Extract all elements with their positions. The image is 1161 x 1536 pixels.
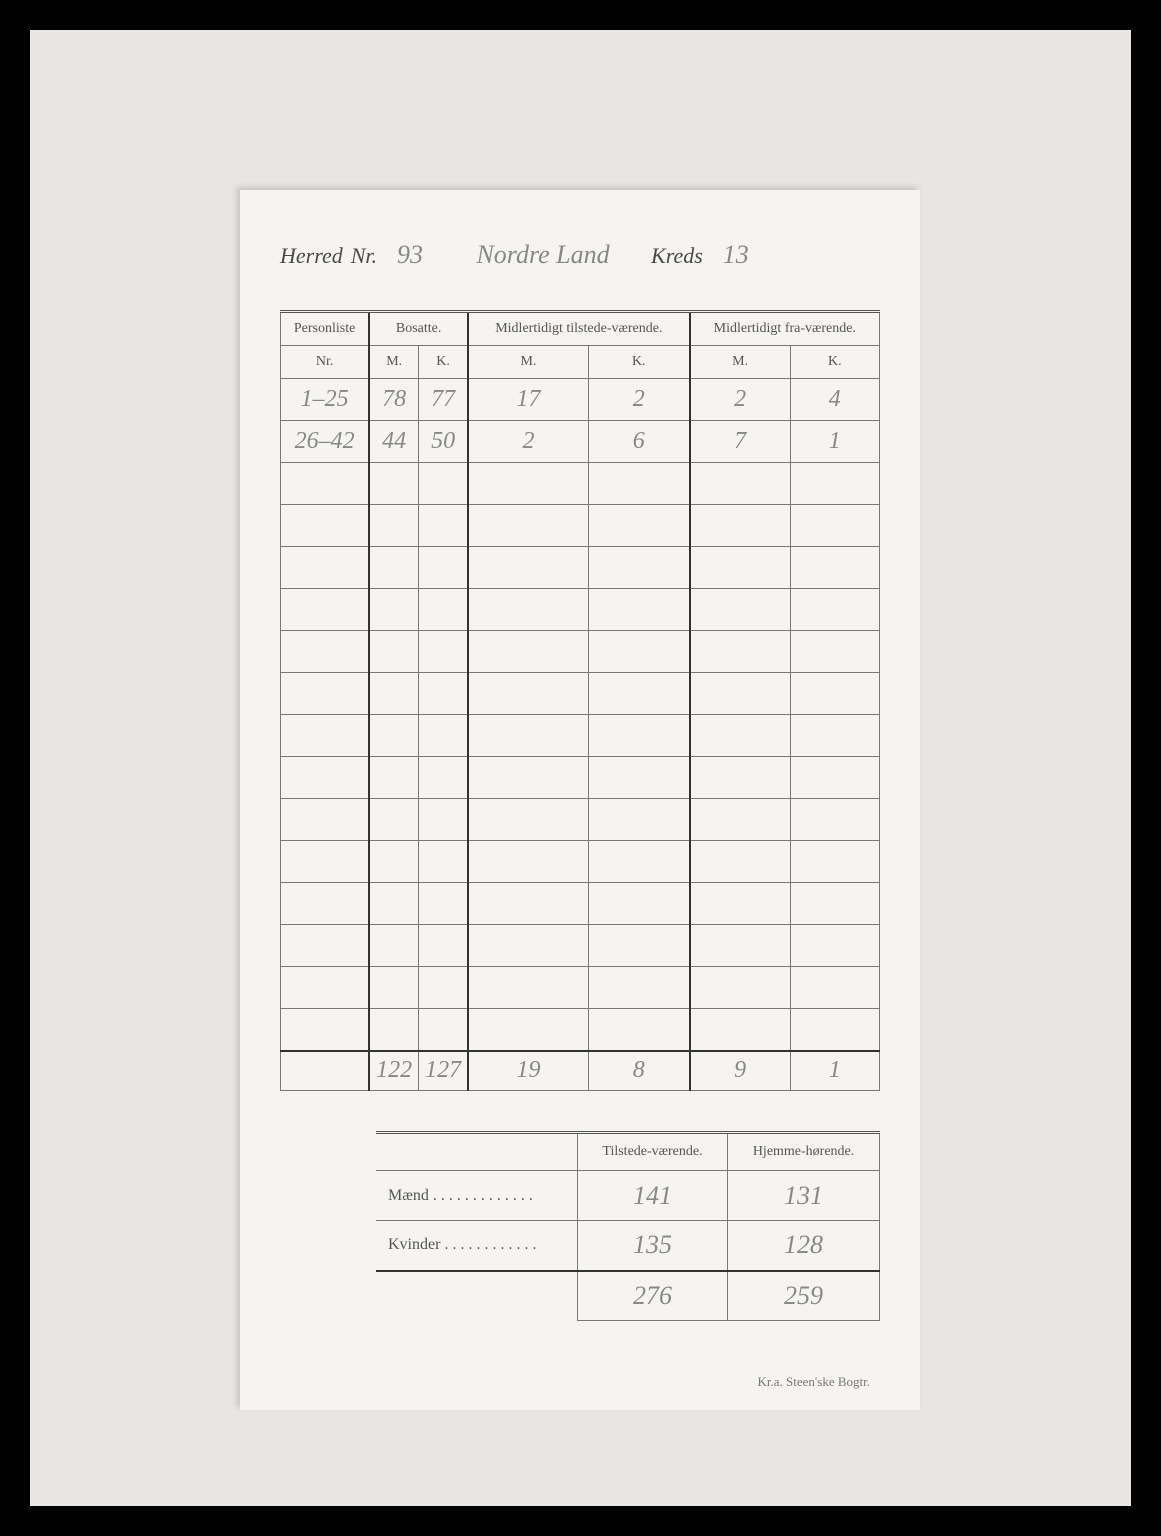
table-row: 1–25787717224 [281, 379, 880, 421]
nr-label: Nr. [351, 243, 377, 269]
col-til-k: K. [588, 346, 689, 379]
form-header: Herred Nr. 93 Nordre Land Kreds 13 [280, 240, 880, 270]
table-row [281, 547, 880, 589]
summary-table: Tilstede-værende. Hjemme-hørende. Mænd .… [376, 1131, 880, 1321]
table-row [281, 673, 880, 715]
col-fra-k: K. [790, 346, 879, 379]
table-row [281, 589, 880, 631]
kreds-number: 13 [711, 240, 761, 270]
col-nr: Nr. [281, 346, 370, 379]
table-row [281, 967, 880, 1009]
col-fra-m: M. [690, 346, 791, 379]
table-row [281, 925, 880, 967]
kvinder-tilstede: 135 [577, 1221, 727, 1271]
kvinder-hjemme: 128 [728, 1221, 880, 1271]
census-form: Herred Nr. 93 Nordre Land Kreds 13 Perso… [240, 190, 920, 1410]
table-row [281, 757, 880, 799]
col-bosatte-k: K. [419, 346, 468, 379]
main-table: Personliste Bosatte. Midlertidigt tilste… [280, 310, 880, 1091]
herred-number: 93 [385, 240, 435, 270]
table-row [281, 505, 880, 547]
herred-label: Herred [280, 243, 343, 269]
row-maend: Mænd . . . . . . . . . . . . . 141 131 [376, 1171, 880, 1221]
table-row: 26–4244502671 [281, 421, 880, 463]
table-row [281, 841, 880, 883]
col-tilstede: Tilstede-værende. [577, 1133, 727, 1171]
row-sum: 276 259 [376, 1271, 880, 1321]
table-row [281, 883, 880, 925]
col-bosatte-m: M. [369, 346, 418, 379]
maend-tilstede: 141 [577, 1171, 727, 1221]
printer-mark: Kr.a. Steen'ske Bogtr. [758, 1374, 870, 1390]
maend-hjemme: 131 [728, 1171, 880, 1221]
table-row [281, 799, 880, 841]
col-bosatte: Bosatte. [369, 312, 468, 346]
sum-tilstede: 276 [577, 1271, 727, 1321]
table-row [281, 631, 880, 673]
kreds-label: Kreds [651, 243, 703, 269]
table-row [281, 1009, 880, 1051]
col-personliste: Personliste [281, 312, 370, 346]
sum-hjemme: 259 [728, 1271, 880, 1321]
col-hjemme: Hjemme-hørende. [728, 1133, 880, 1171]
table-row [281, 715, 880, 757]
col-til-m: M. [468, 346, 588, 379]
table-row [281, 463, 880, 505]
col-midl-fravaerende: Midlertidigt fra-værende. [690, 312, 880, 346]
row-kvinder: Kvinder . . . . . . . . . . . . 135 128 [376, 1221, 880, 1271]
table-row: 12212719891 [281, 1051, 880, 1091]
col-midl-tilstede: Midlertidigt tilstede-værende. [468, 312, 690, 346]
herred-name: Nordre Land [443, 240, 643, 270]
